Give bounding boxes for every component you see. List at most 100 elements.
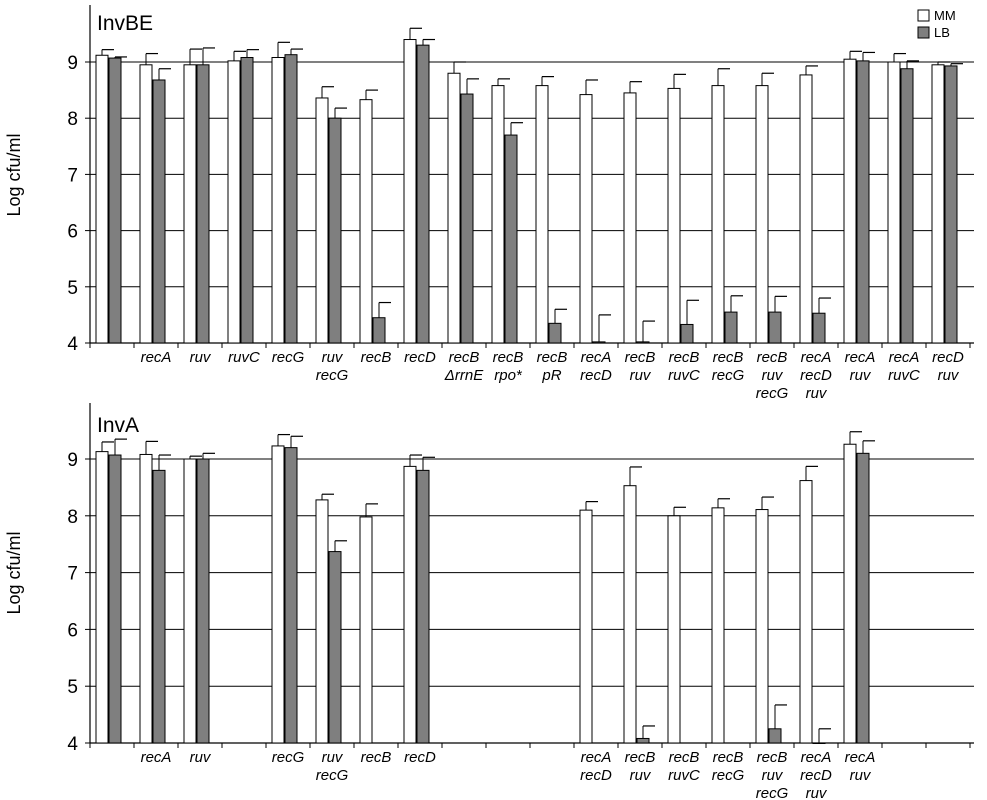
bar-lb [460,93,474,344]
y-tick-label: 6 [67,620,78,641]
y-tick-label: 8 [67,507,78,528]
bar-lb [944,65,958,344]
bar-mm [139,64,153,344]
bar-lb [152,79,166,344]
legend-swatch-lb [917,26,930,39]
y-axis-label: Log cfu/ml [4,133,24,216]
bar-mm [95,451,109,744]
bar-lb [240,57,254,344]
x-tick-label: recD [580,367,612,384]
x-tick-label: ruv [322,349,344,366]
bar-lb [592,341,606,344]
y-tick-label: 9 [67,53,78,74]
bar-lb [416,44,430,344]
bar-mm [359,99,373,344]
x-tick-label: recD [404,349,436,366]
x-tick-label: recB [757,349,788,366]
bar-mm [315,499,329,744]
y-tick-label: 7 [67,564,78,585]
bar-lb [328,117,342,344]
x-tick-label: rpo* [494,367,523,384]
x-tick-label: recB [669,749,700,766]
x-tick-label: ruvC [228,349,260,366]
y-axis-label: Log cfu/ml [4,531,24,614]
bar-lb [636,341,650,344]
x-tick-label: recD [932,349,964,366]
x-tick-label: recA [845,749,876,766]
bar-lb [680,323,694,344]
x-tick-label: recB [669,349,700,366]
x-tick-label: recA [801,349,832,366]
bar-lb [812,312,826,344]
x-tick-label: recB [625,749,656,766]
x-tick-label: ruvC [668,767,700,784]
bar-mm [843,58,857,344]
x-tick-label: recG [756,385,789,402]
bar-mm [931,64,945,344]
legend-swatch-mm [917,9,930,22]
bar-lb [152,469,166,744]
x-tick-label: ruv [762,767,784,784]
bar-mm [711,85,725,344]
x-tick-label: ruv [630,767,652,784]
bar-lb [856,60,870,344]
x-tick-label: recB [713,749,744,766]
bar-lb [548,322,562,344]
y-tick-label: 5 [67,278,78,299]
x-tick-label: recD [800,767,832,784]
x-tick-label: recB [493,349,524,366]
y-tick-label: 9 [67,450,78,471]
bar-lb [108,57,122,344]
legend: MM LB [917,8,956,40]
x-tick-label: recG [272,349,305,366]
x-tick-label: recA [801,749,832,766]
x-tick-label: ruv [762,367,784,384]
bar-lb [504,134,518,344]
bar-mm [183,64,197,344]
x-tick-label: recG [316,367,349,384]
x-tick-label: recA [889,349,920,366]
x-tick-label: recB [713,349,744,366]
x-tick-label: recG [272,749,305,766]
bar-mm [667,515,681,744]
bar-lb [812,742,826,744]
x-tick-label: ruv [938,367,960,384]
bar-lb [900,68,914,344]
bar-lb [284,447,298,744]
x-tick-label: ruv [806,385,828,402]
x-tick-label: ruv [806,785,828,800]
y-tick-label: 6 [67,222,78,243]
x-tick-label: recD [404,749,436,766]
x-tick-label: ruv [850,767,872,784]
bar-mm [887,61,901,344]
x-tick-label: ruv [630,367,652,384]
bar-lb [328,551,342,744]
x-tick-label: ΔrrnE [444,367,484,384]
bar-mm [843,443,857,744]
bar-mm [183,458,197,744]
y-tick-label: 4 [67,334,78,355]
bar-lb [768,728,782,744]
bar-mm [359,516,373,744]
x-tick-label: recG [712,767,745,784]
bar-mm [271,57,285,344]
chart-title: InvBE [97,12,153,35]
bar-mm [579,94,593,344]
bar-lb [196,64,210,344]
x-tick-label: ruv [322,749,344,766]
legend-label-lb: LB [934,25,950,40]
bar-lb [724,311,738,344]
x-tick-label: pR [541,367,561,384]
bar-lb [196,458,210,744]
bar-lb [416,469,430,744]
y-tick-label: 8 [67,109,78,130]
bar-mm [403,465,417,744]
legend-label-mm: MM [934,8,956,23]
x-tick-label: recB [537,349,568,366]
y-tick-label: 7 [67,165,78,186]
bar-lb [108,454,122,744]
bar-lb [856,452,870,744]
x-tick-label: recG [756,785,789,800]
